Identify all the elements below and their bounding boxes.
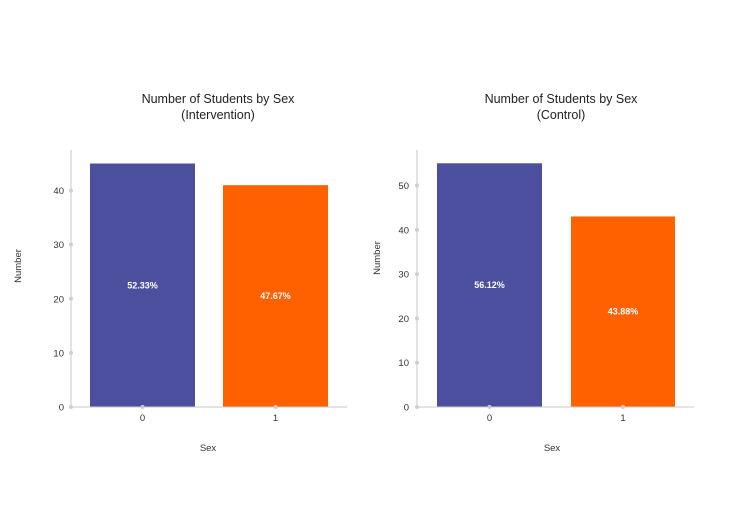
y-tick-label: 40 xyxy=(53,186,64,197)
data-label: 47.67% xyxy=(260,291,291,301)
bar-1 xyxy=(571,216,675,407)
y-tick-marker xyxy=(415,227,419,232)
y-tick-label: 0 xyxy=(59,403,64,414)
y-tick-label: 10 xyxy=(398,358,409,369)
y-tick-label: 20 xyxy=(53,294,64,305)
y-tick-marker xyxy=(415,360,419,365)
y-tick-label: 40 xyxy=(398,225,409,236)
data-label: 52.33% xyxy=(127,280,158,290)
data-label: 43.88% xyxy=(608,307,639,317)
x-tick-label: 1 xyxy=(273,413,278,424)
x-tick-label: 0 xyxy=(140,413,145,424)
y-tick-marker xyxy=(69,242,73,247)
bar-0 xyxy=(437,163,542,407)
y-axis-label: Number xyxy=(372,241,383,275)
bars-group: 56.12% 43.88% xyxy=(437,163,675,407)
x-axis-label: Sex xyxy=(544,443,561,454)
chart-title-line1: Number of Students by Sex xyxy=(485,92,639,106)
y-tick-marker xyxy=(69,188,73,193)
y-tick-label: 30 xyxy=(398,270,409,281)
x-tick-label: 1 xyxy=(620,413,625,424)
y-tick-marker xyxy=(415,183,419,188)
chart-title-line2: (Intervention) xyxy=(181,108,255,122)
bars-group: 52.33% 47.67% xyxy=(90,163,328,407)
data-label: 56.12% xyxy=(474,280,505,290)
chart-title-line2: (Control) xyxy=(537,108,586,122)
y-tick-marker xyxy=(69,296,73,301)
bar-1 xyxy=(223,185,328,407)
y-tick-marker xyxy=(415,316,419,321)
y-tick-label: 50 xyxy=(398,181,409,192)
y-tick-label: 0 xyxy=(404,403,409,414)
chart-title-line1: Number of Students by Sex xyxy=(142,92,296,106)
x-tick-label: 0 xyxy=(487,413,492,424)
y-tick-marker xyxy=(415,272,419,277)
chart-control: Number of Students by Sex (Control) Numb… xyxy=(372,92,694,454)
y-tick-label: 20 xyxy=(398,314,409,325)
chart-intervention: Number of Students by Sex (Intervention)… xyxy=(13,92,347,454)
y-tick-label: 30 xyxy=(53,240,64,251)
y-tick-label: 10 xyxy=(53,348,64,359)
y-tick-marker xyxy=(415,405,419,409)
x-axis-label: Sex xyxy=(200,443,217,454)
bar-0 xyxy=(90,163,195,407)
y-axis-label: Number xyxy=(13,249,24,283)
y-tick-marker xyxy=(69,405,73,409)
y-tick-marker xyxy=(69,350,73,355)
